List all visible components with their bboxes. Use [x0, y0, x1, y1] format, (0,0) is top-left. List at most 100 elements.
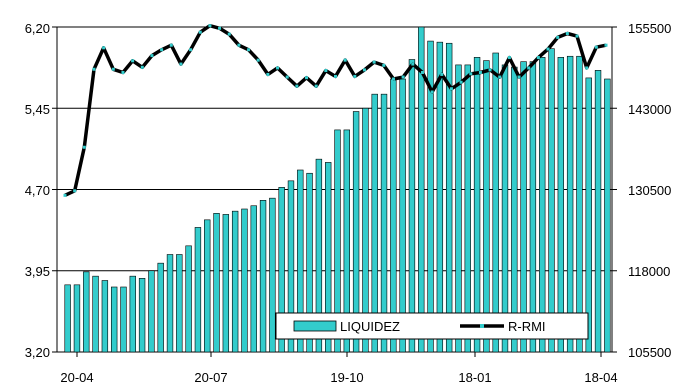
bar: [110, 286, 118, 353]
bar: [427, 40, 434, 353]
bar: [548, 48, 555, 353]
bar: [557, 57, 565, 353]
line-point: [150, 54, 154, 58]
line-point: [536, 56, 540, 60]
legend-marker-r-rmi: [480, 324, 484, 328]
x-tick-label: 18-01: [458, 370, 491, 385]
bar: [83, 271, 90, 353]
bar: [194, 227, 202, 353]
line-point: [169, 43, 173, 47]
line-point: [285, 75, 289, 79]
line-point: [334, 74, 337, 78]
line-point: [82, 145, 86, 149]
line-point: [198, 30, 202, 34]
line-point: [391, 77, 395, 81]
line-point: [343, 58, 347, 62]
line-point: [160, 48, 164, 52]
line-point: [372, 60, 376, 64]
bar: [278, 187, 285, 353]
y-left-tick-label: 5,45: [25, 102, 50, 117]
bar: [259, 200, 267, 353]
bar: [241, 208, 248, 353]
bar: [436, 41, 444, 353]
bar: [455, 64, 462, 353]
bar: [269, 197, 276, 353]
bar: [92, 275, 99, 353]
line-point: [314, 84, 318, 88]
bar: [483, 60, 490, 353]
line-point: [488, 68, 492, 72]
bar: [250, 205, 257, 353]
line-point: [247, 48, 251, 52]
bar: [352, 111, 360, 353]
line-point: [411, 62, 415, 66]
y-left-tick-label: 6,20: [25, 21, 50, 36]
x-tick-label: 20-07: [194, 370, 227, 385]
bar: [222, 214, 230, 353]
bar: [399, 78, 406, 353]
line-point: [237, 43, 241, 47]
bar: [231, 210, 239, 353]
bar: [129, 275, 136, 353]
bar: [594, 70, 602, 353]
line-point: [594, 45, 598, 49]
line-point: [208, 24, 212, 28]
line-point: [565, 32, 569, 35]
line-point: [324, 69, 328, 73]
bar: [418, 26, 425, 353]
line-point: [382, 63, 386, 67]
line-point: [556, 35, 560, 39]
line-point: [440, 72, 444, 76]
bar: [390, 78, 397, 353]
bar: [148, 270, 155, 353]
bar: [501, 64, 509, 353]
line-point: [276, 66, 280, 70]
axes: [52, 26, 617, 357]
legend-swatch-liquidez: [293, 320, 337, 332]
y-right-tick-label: 143000: [628, 102, 671, 117]
line-point: [140, 65, 144, 69]
line-point: [498, 75, 502, 79]
bar: [380, 93, 388, 353]
line-point: [73, 189, 77, 193]
line-point: [546, 47, 550, 51]
x-tick-label: 18-04: [584, 370, 617, 385]
y-left-tick-label: 3,95: [25, 264, 50, 279]
bar: [157, 262, 164, 353]
line-point: [256, 58, 260, 62]
line-point: [449, 87, 453, 91]
line-point: [362, 68, 366, 72]
line-point: [420, 71, 424, 74]
line-point: [63, 193, 67, 197]
bar: [576, 55, 583, 353]
bar: [520, 61, 527, 353]
bar: [529, 61, 537, 353]
line-point: [179, 62, 183, 66]
line-point: [295, 84, 299, 88]
line-point: [227, 32, 231, 36]
bar: [64, 284, 71, 353]
y-right-tick-label: 155500: [628, 21, 671, 36]
legend-label-r-rmi: R-RMI: [508, 319, 546, 334]
bar: [325, 162, 332, 353]
y-right-tick-label: 118000: [628, 264, 670, 279]
line-point: [401, 75, 405, 79]
bar: [306, 172, 313, 353]
line-point: [459, 80, 463, 84]
bar: [334, 129, 341, 353]
bar: [297, 169, 304, 353]
line-point: [131, 59, 135, 63]
legend: LIQUIDEZ R-RMI: [275, 312, 589, 340]
line-point: [121, 71, 125, 74]
x-tick-label: 19-10: [330, 370, 363, 385]
bar: [138, 278, 146, 353]
y-left-tick-label: 4,70: [25, 183, 50, 198]
line-point: [102, 46, 106, 50]
bar: [185, 245, 192, 353]
line-point: [469, 72, 473, 76]
line-point: [527, 66, 531, 70]
line-point: [585, 66, 589, 70]
line-point: [189, 48, 193, 52]
bar: [120, 286, 127, 353]
